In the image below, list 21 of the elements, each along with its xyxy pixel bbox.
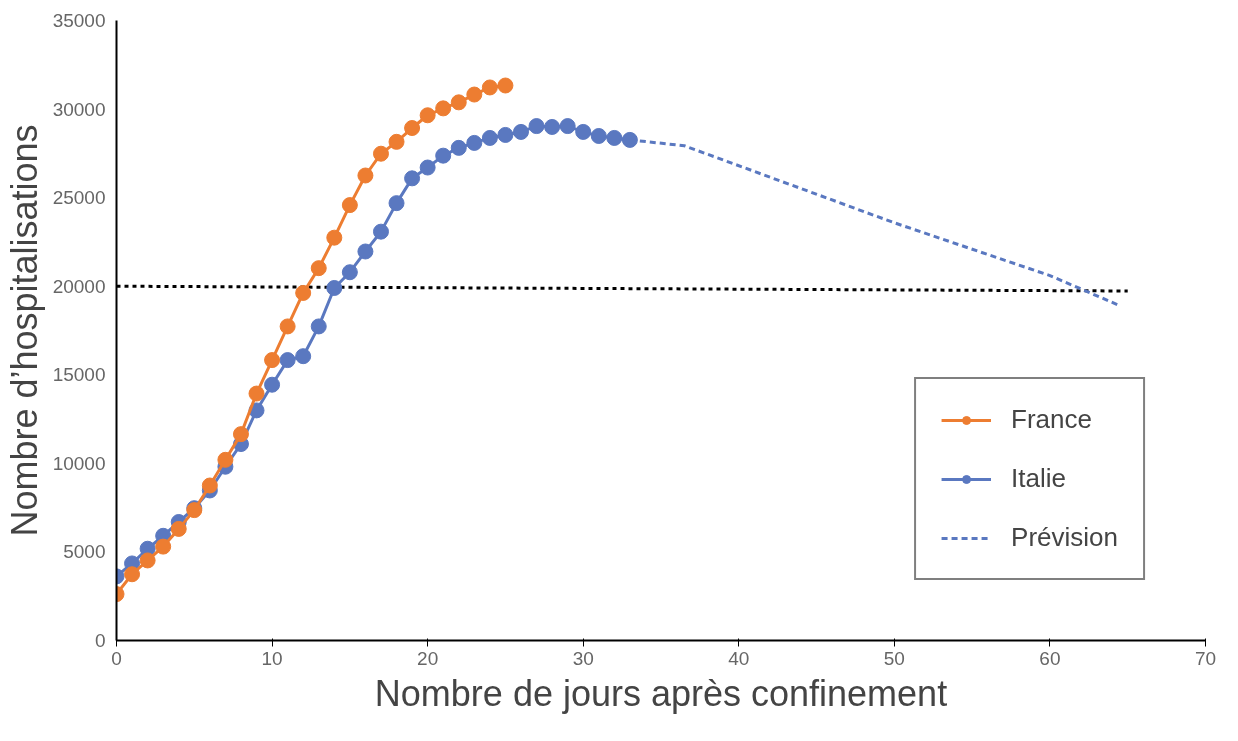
x-tick-label: 50: [883, 647, 905, 669]
y-tick-label: 30000: [52, 98, 106, 120]
y-tick-label: 0: [94, 630, 106, 651]
y-tick-label: 10000: [52, 452, 106, 474]
x-tick-label: 30: [572, 647, 594, 669]
y-tick-label: 25000: [52, 187, 106, 209]
x-tick-label: 70: [1194, 647, 1217, 669]
legend-label: Prévision: [1011, 522, 1118, 553]
y-tick-label: 35000: [52, 10, 106, 31]
y-tick-label: 5000: [63, 541, 106, 563]
x-tick-label: 60: [1039, 647, 1061, 669]
x-tick-label: 0: [111, 647, 122, 669]
y-axis-title: Nombre d’hospitalisations: [3, 124, 45, 537]
legend-label: Italie: [1011, 463, 1066, 494]
x-tick-label: 20: [417, 647, 439, 669]
legend-label: France: [1011, 404, 1092, 435]
y-tick-label: 20000: [52, 275, 106, 297]
x-tick-label: 40: [728, 647, 750, 669]
x-axis-title: Nombre de jours après confinement: [374, 672, 948, 714]
y-tick-label: 15000: [52, 364, 106, 386]
x-tick-label: 10: [261, 647, 283, 669]
